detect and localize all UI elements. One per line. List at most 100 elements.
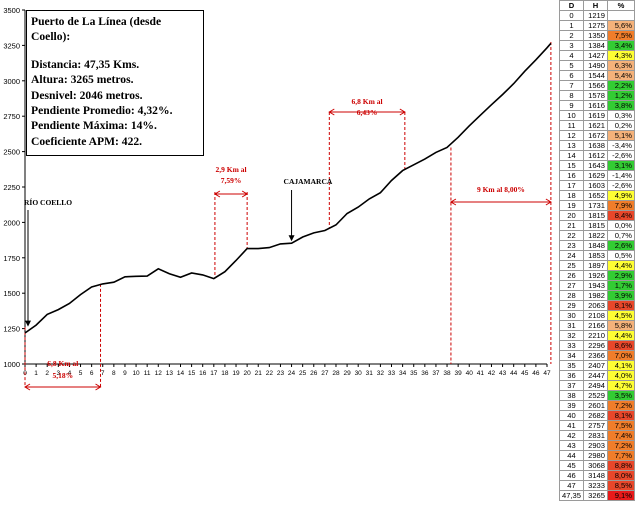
table-cell-percent: 0,0%	[607, 220, 636, 231]
x-tick-label: 47	[543, 370, 551, 377]
table-cell-percent: 3,5%	[607, 390, 636, 401]
x-tick-label: 14	[177, 370, 185, 377]
table-row: 39 2601 7,2%	[558, 400, 636, 411]
table-cell-distance: 2	[558, 30, 585, 41]
x-tick-label: 8	[112, 370, 116, 377]
table-header-distance: D	[558, 0, 585, 11]
y-tick-label: 3000	[3, 77, 20, 86]
table-cell-height: 2210	[583, 330, 609, 341]
table-cell-height: 1638	[583, 140, 609, 151]
segment-label-line: 6,8 Km al	[47, 359, 78, 368]
table-cell-percent: 0,7%	[607, 230, 636, 241]
table-cell-height: 2903	[583, 440, 609, 451]
table-row: 2 1350 7,5%	[558, 30, 636, 41]
table-cell-distance: 27	[558, 280, 585, 291]
x-tick-label: 36	[421, 370, 429, 377]
table-row: 15 1643 3,1%	[558, 160, 636, 171]
table-cell-height: 1566	[583, 80, 609, 91]
table-cell-distance: 3	[558, 40, 585, 51]
y-tick-label: 1500	[3, 289, 20, 298]
table-row: 33 2296 8,6%	[558, 340, 636, 351]
x-tick-label: 9	[123, 370, 127, 377]
x-tick-label: 4	[68, 370, 72, 377]
table-row: 42 2831 7,4%	[558, 430, 636, 441]
segment-arrowhead	[213, 190, 221, 198]
table-cell-percent: 1,7%	[607, 280, 636, 291]
table-cell-height: 1815	[583, 210, 609, 221]
table-row: 28 1982 3,9%	[558, 290, 636, 301]
table-cell-height: 2166	[583, 320, 609, 331]
table-row: 19 1731 7,9%	[558, 200, 636, 211]
elevation-chart: 1000 1250 1500 1750 2000 2250 2500 2750 3000 3250…	[3, 6, 552, 391]
table-row: 29 2063 8,1%	[558, 300, 636, 311]
table-cell-height: 2529	[583, 390, 609, 401]
x-tick-label: 35	[410, 370, 418, 377]
table-cell-percent: 5,6%	[607, 20, 636, 31]
x-tick-label: 15	[188, 370, 196, 377]
table-cell-percent: 3,8%	[607, 100, 636, 111]
table-cell-height: 2447	[583, 370, 609, 381]
table-cell-height: 1275	[583, 20, 609, 31]
table-cell-height: 2366	[583, 350, 609, 361]
table-row: 35 2407 4,1%	[558, 360, 636, 371]
y-tick-label: 2250	[3, 183, 20, 192]
segment-arrowhead	[545, 198, 552, 206]
table-cell-percent: 2,2%	[607, 80, 636, 91]
table-row: 27 1943 1,7%	[558, 280, 636, 291]
table-row: 45 3068 8,8%	[558, 460, 636, 471]
y-tick-label: 2000	[3, 218, 20, 227]
table-cell-percent: -1,4%	[607, 170, 636, 181]
table-cell-distance: 10	[558, 110, 585, 121]
y-tick-label: 3250	[3, 41, 20, 50]
table-cell-percent: 4,0%	[607, 370, 636, 381]
table-cell-height: 2757	[583, 420, 609, 431]
table-row: 13 1638 -3,4%	[558, 140, 636, 151]
x-tick-label: 19	[232, 370, 240, 377]
table-cell-height: 2601	[583, 400, 609, 411]
table-cell-distance: 39	[558, 400, 585, 411]
table-cell-distance: 7	[558, 80, 585, 91]
info-distance: Distancia: 47,35 Kms.	[31, 57, 140, 71]
x-tick-label: 33	[388, 370, 396, 377]
table-cell-height: 1643	[583, 160, 609, 171]
table-row: 44 2980 7,7%	[558, 450, 636, 461]
table-cell-distance: 32	[558, 330, 585, 341]
table-cell-distance: 21	[558, 220, 585, 231]
table-cell-height: 2108	[583, 310, 609, 321]
table-cell-distance: 9	[558, 100, 585, 111]
info-max-slope: Pendiente Máxima: 14%.	[31, 119, 157, 133]
x-tick-label: 11	[144, 370, 151, 377]
table-cell-percent: 1,2%	[607, 90, 636, 101]
x-tick-label: 45	[521, 370, 529, 377]
table-cell-height: 1815	[583, 220, 609, 231]
table-cell-distance: 29	[558, 300, 585, 311]
table-row: 25 1897 4,4%	[558, 260, 636, 271]
table-cell-percent: 4,1%	[607, 360, 636, 371]
table-cell-distance: 30	[558, 310, 585, 321]
table-cell-distance: 22	[558, 230, 585, 241]
segment-label: 6,8 Km al 6,43%	[352, 97, 383, 117]
table-cell-height: 1853	[583, 250, 609, 261]
table-header-row: D H%	[558, 0, 636, 11]
table-cell-distance: 33	[558, 340, 585, 351]
table-cell-distance: 8	[558, 90, 585, 101]
table-cell-distance: 11	[558, 120, 585, 131]
x-tick-label: 5	[79, 370, 83, 377]
table-cell-percent: 6,3%	[607, 60, 636, 71]
table-cell-height: 2407	[583, 360, 609, 371]
table-cell-distance: 19	[558, 200, 585, 211]
table-cell-percent: -2,6%	[607, 180, 636, 191]
x-tick-label: 7	[101, 370, 105, 377]
x-tick-label: 37	[432, 370, 440, 377]
info-altitude: Altura: 3265 metros.	[31, 73, 134, 87]
table-cell-distance: 0	[558, 10, 585, 21]
table-cell-height: 1219	[583, 10, 609, 21]
table-row: 6 1544 5,4%	[558, 70, 636, 81]
x-tick-label: 16	[199, 370, 207, 377]
table-row: 32 2210 4,4%	[558, 330, 636, 341]
elevation-line	[24, 42, 552, 334]
table-cell-distance: 43	[558, 440, 585, 451]
table-cell-percent: 7,5%	[607, 420, 636, 431]
segment-arrowhead	[241, 190, 249, 198]
table-cell-percent: 0,5%	[607, 250, 636, 261]
